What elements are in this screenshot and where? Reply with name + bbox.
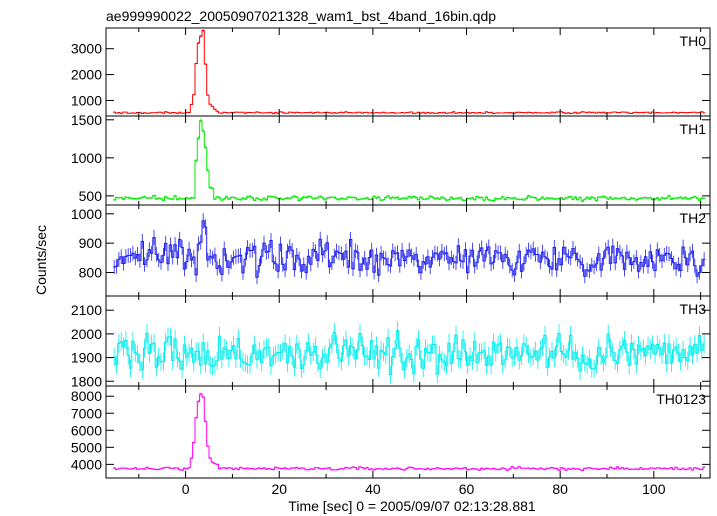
error-bars-th0123 (113, 392, 705, 472)
y-tick-label: 8000 (71, 388, 102, 404)
x-tick-label: 100 (642, 481, 666, 497)
x-axis-label: Time [sec] 0 = 2005/09/07 02:13:28.881 (288, 498, 536, 514)
x-tick-label: 20 (271, 481, 287, 497)
error-bars-th0 (113, 29, 705, 114)
series-line-th0 (113, 30, 706, 115)
panel-label: TH2 (680, 210, 707, 226)
x-tick-label: 0 (182, 481, 190, 497)
y-tick-label: 1000 (71, 206, 102, 222)
y-tick-label: 900 (79, 235, 103, 251)
panel-frame (105, 295, 711, 387)
panel-th2: 800 900 1000 TH2 (71, 204, 711, 297)
x-tick-labels: 0 20 40 60 80 100 (182, 481, 666, 497)
y-tick-label: 4000 (71, 456, 102, 472)
panel-label: TH1 (680, 121, 707, 137)
panel-label: TH3 (680, 301, 707, 317)
panel-label: TH0 (680, 33, 707, 49)
y-tick-label: 2000 (71, 326, 102, 342)
panel-label: TH0123 (656, 391, 706, 407)
y-tick-label: 7000 (71, 405, 102, 421)
series-line-th2 (113, 220, 706, 278)
series-line-th0123 (113, 393, 706, 471)
y-axis-label: Counts/sec (33, 225, 49, 295)
error-bars-th2 (113, 213, 705, 285)
x-tick-label: 60 (459, 481, 475, 497)
y-tick-label: 800 (79, 265, 103, 281)
panel-frame (105, 27, 711, 117)
series-line-th1 (113, 120, 706, 202)
error-bars-th3 (113, 321, 705, 384)
y-tick-label: 1000 (71, 92, 102, 108)
panel-frame (105, 385, 711, 479)
y-tick-label: 1000 (71, 150, 102, 166)
y-tick-label: 1900 (71, 350, 102, 366)
y-tick-label: 6000 (71, 422, 102, 438)
y-tick-label: 500 (79, 188, 103, 204)
panel-th3: 1800 1900 2000 2100 TH3 (71, 295, 711, 389)
panel-th1: 500 1000 1500 TH1 (71, 112, 711, 206)
y-tick-label: 1800 (71, 373, 102, 389)
y-tick-label: 3000 (71, 41, 102, 57)
panel-th0: 1000 2000 3000 TH0 (71, 27, 711, 117)
y-tick-label: 2100 (71, 302, 102, 318)
y-tick-label: 5000 (71, 439, 102, 455)
series-line-th3 (113, 330, 706, 376)
y-tick-label: 2000 (71, 67, 102, 83)
chart-title: ae999990022_20050907021328_wam1_bst_4ban… (106, 8, 496, 24)
x-tick-label: 80 (552, 481, 568, 497)
y-tick-label: 1500 (71, 112, 102, 128)
x-tick-label: 40 (365, 481, 381, 497)
